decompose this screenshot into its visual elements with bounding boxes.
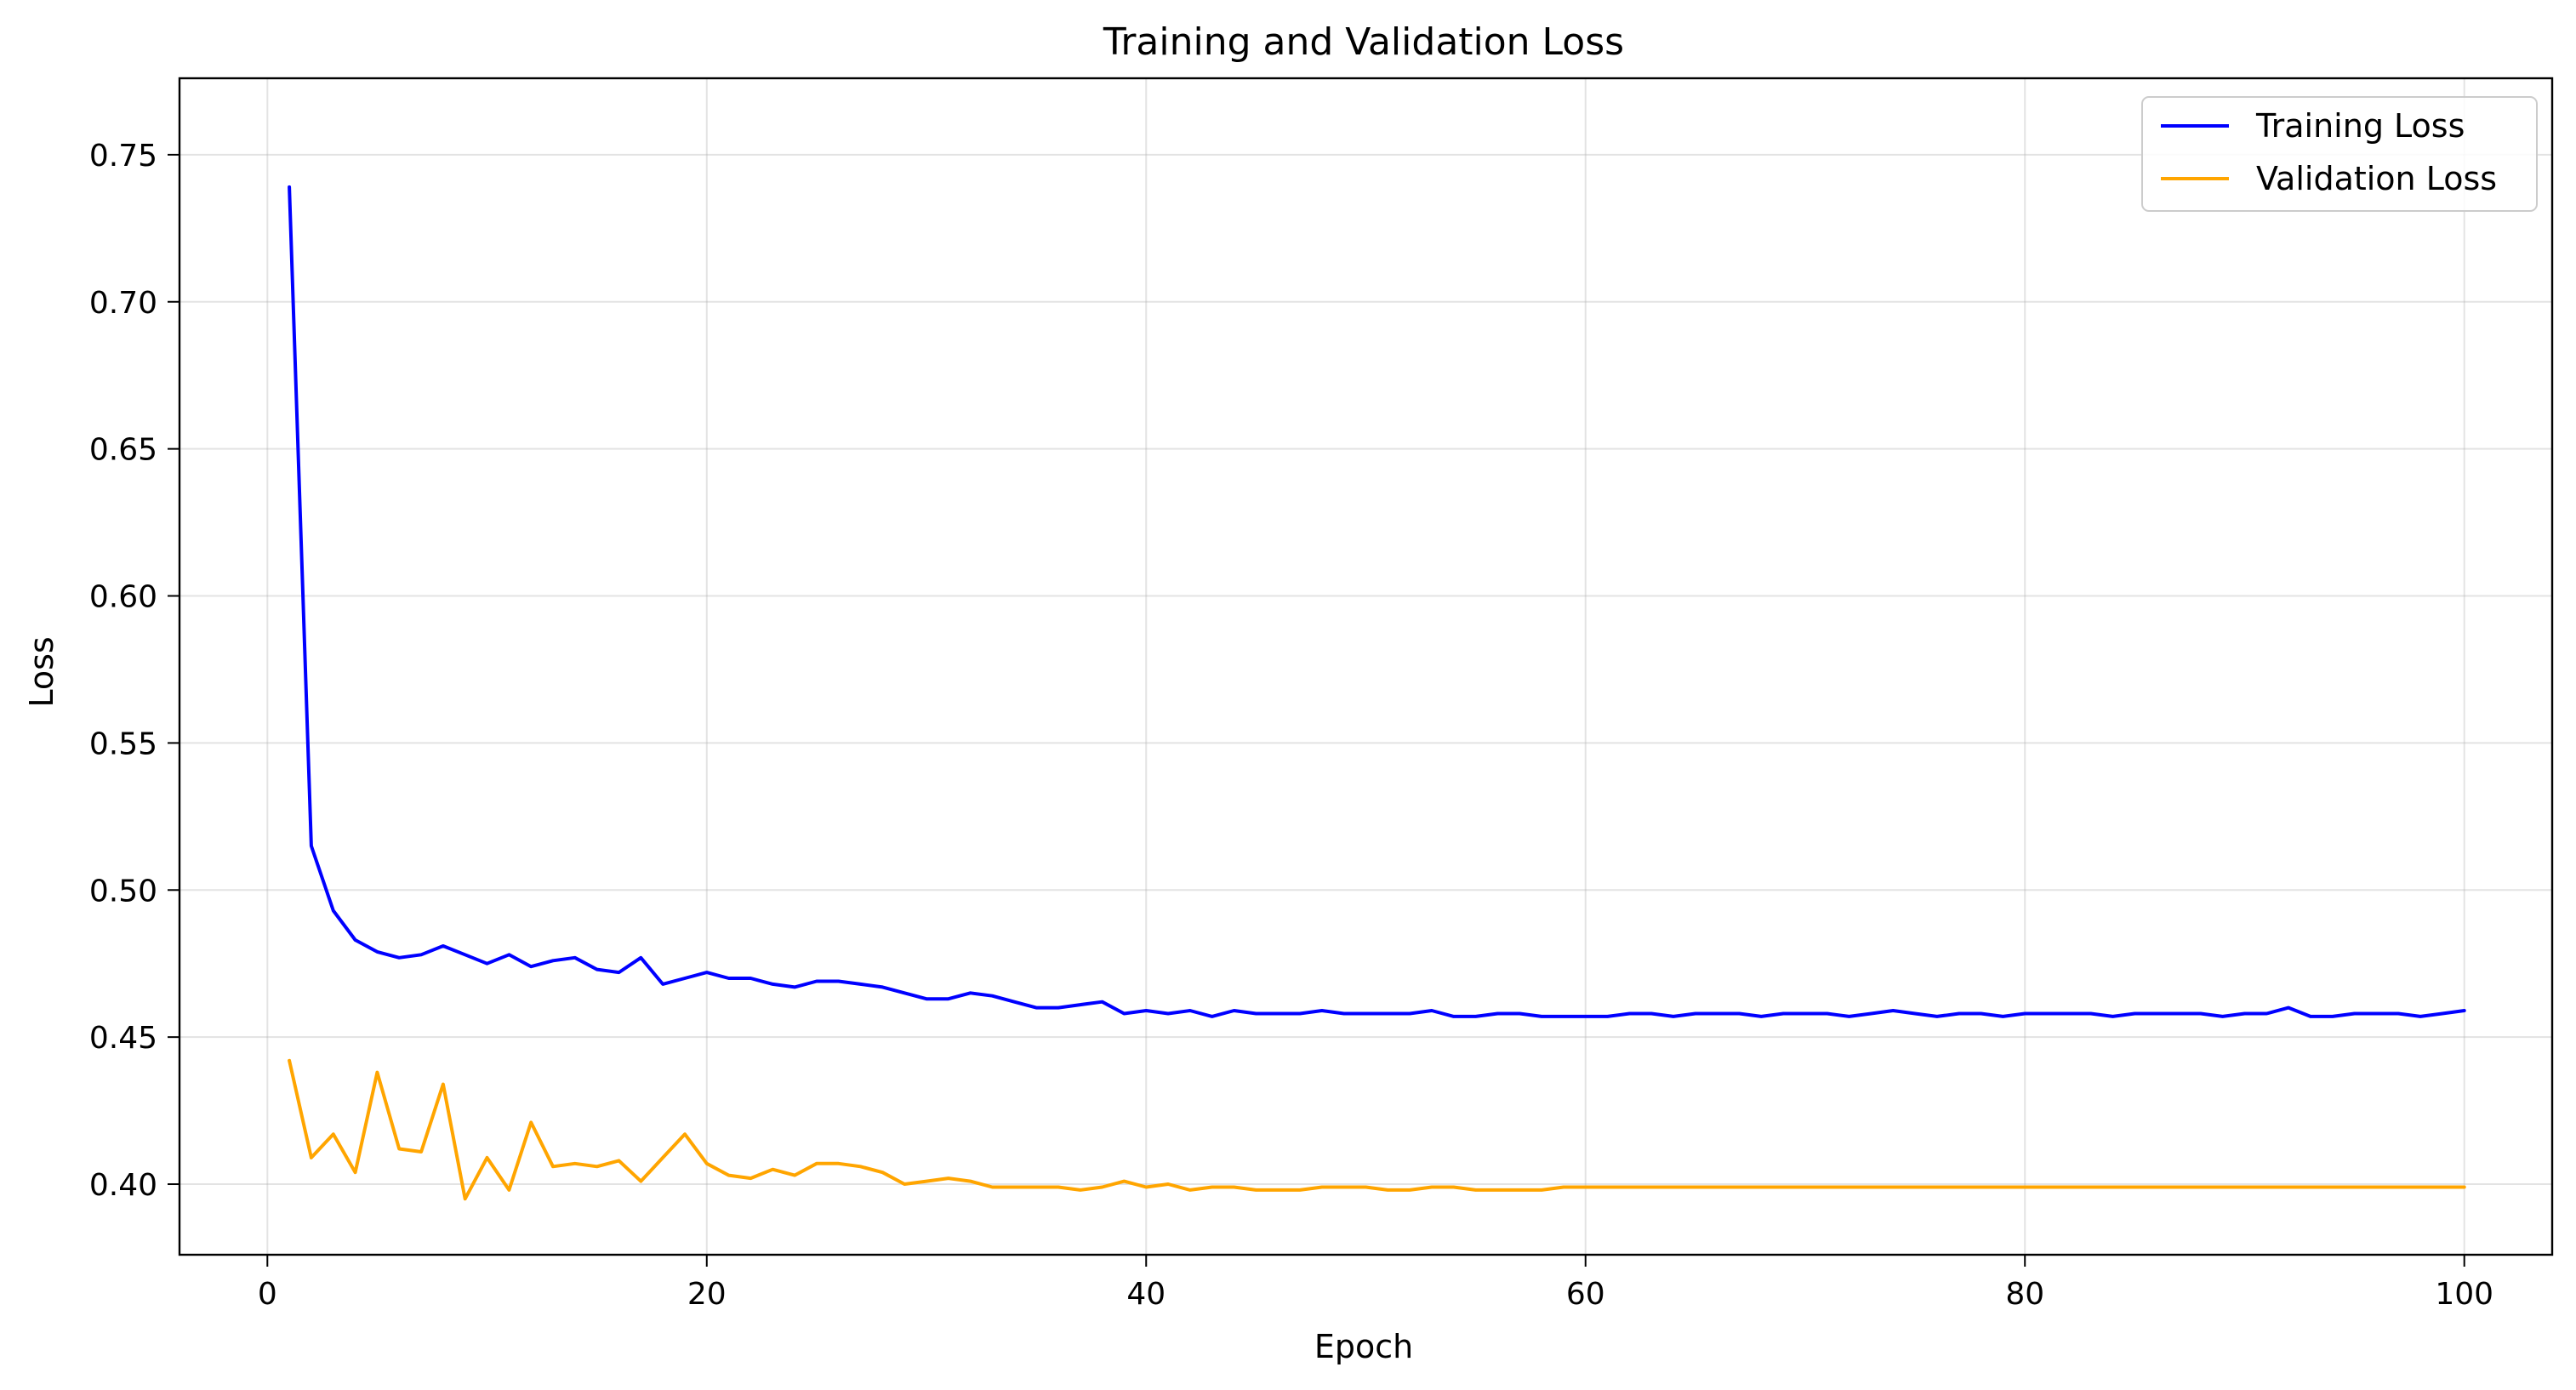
y-tick-label: 0.40 xyxy=(89,1168,157,1203)
y-tick-label: 0.55 xyxy=(89,726,157,761)
y-tick-label: 0.65 xyxy=(89,433,157,468)
x-tick-label: 60 xyxy=(1566,1277,1605,1312)
x-tick-label: 100 xyxy=(2435,1277,2493,1312)
legend-box xyxy=(2141,96,2538,212)
chart-title: Training and Validation Loss xyxy=(1103,20,1624,64)
axis-ticks: 0 20 40 60 80 100 0.40 0.45 0.50 0.55 0.60 0.65 0.70… xyxy=(89,139,2493,1312)
plot-frame xyxy=(178,77,2554,1256)
y-axis-label: Loss xyxy=(23,636,60,707)
x-axis-label: Epoch xyxy=(1314,1328,1413,1365)
grid xyxy=(180,78,2552,1255)
y-tick-label: 0.70 xyxy=(89,286,157,321)
x-tick-label: 40 xyxy=(1126,1277,1165,1312)
legend-label: Training Loss xyxy=(2255,107,2465,145)
y-tick-label: 0.60 xyxy=(89,580,157,615)
y-tick-label: 0.75 xyxy=(89,139,157,174)
legend: Training Loss Validation Loss xyxy=(2141,96,2538,212)
series-line-validation-loss xyxy=(288,1058,2466,1201)
series-layer xyxy=(288,185,2466,1201)
y-tick-label: 0.50 xyxy=(89,874,157,909)
legend-label: Validation Loss xyxy=(2256,160,2497,197)
y-tick-label: 0.45 xyxy=(89,1021,157,1056)
x-tick-label: 80 xyxy=(2005,1277,2044,1312)
x-tick-label: 0 xyxy=(258,1277,277,1312)
x-tick-label: 20 xyxy=(687,1277,727,1312)
series-line-training-loss xyxy=(288,185,2466,1018)
